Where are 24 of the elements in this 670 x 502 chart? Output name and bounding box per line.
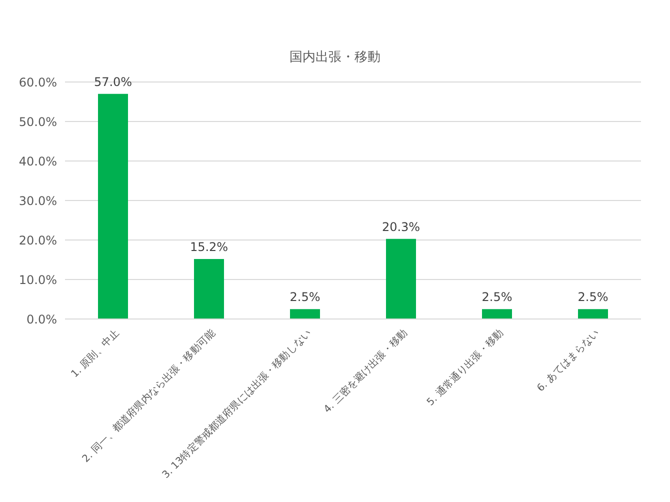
y-tick-label: 20.0% bbox=[18, 233, 57, 248]
data-label: 2.5% bbox=[290, 290, 320, 304]
y-tick-label: 10.0% bbox=[18, 272, 57, 287]
y-tick-label: 0.0% bbox=[26, 312, 57, 326]
data-label: 57.0% bbox=[94, 74, 132, 89]
y-tick-label: 30.0% bbox=[18, 194, 57, 208]
bar bbox=[194, 258, 224, 319]
bar bbox=[578, 309, 608, 319]
y-tick-label: 60.0% bbox=[18, 75, 57, 90]
data-label: 2.5% bbox=[578, 290, 608, 304]
x-tick-label: 6. あてはまらない bbox=[535, 328, 602, 394]
x-tick-label: 5. 通常通り出張・移動 bbox=[424, 327, 506, 408]
x-tick-label: 1. 原則、中止 bbox=[68, 327, 122, 380]
bar bbox=[386, 238, 416, 319]
data-label: 20.3% bbox=[382, 220, 420, 234]
data-label: 15.2% bbox=[190, 240, 228, 254]
bar bbox=[482, 309, 512, 319]
y-tick-label: 40.0% bbox=[18, 154, 57, 168]
data-label: 2.5% bbox=[482, 290, 512, 304]
bar bbox=[290, 309, 320, 319]
chart-title: 国内出張・移動 bbox=[288, 49, 382, 66]
x-tick-label: 4. 三密を避け出張・移動 bbox=[321, 327, 410, 416]
y-tick-label: 50.0% bbox=[18, 114, 57, 129]
bar bbox=[98, 94, 128, 319]
